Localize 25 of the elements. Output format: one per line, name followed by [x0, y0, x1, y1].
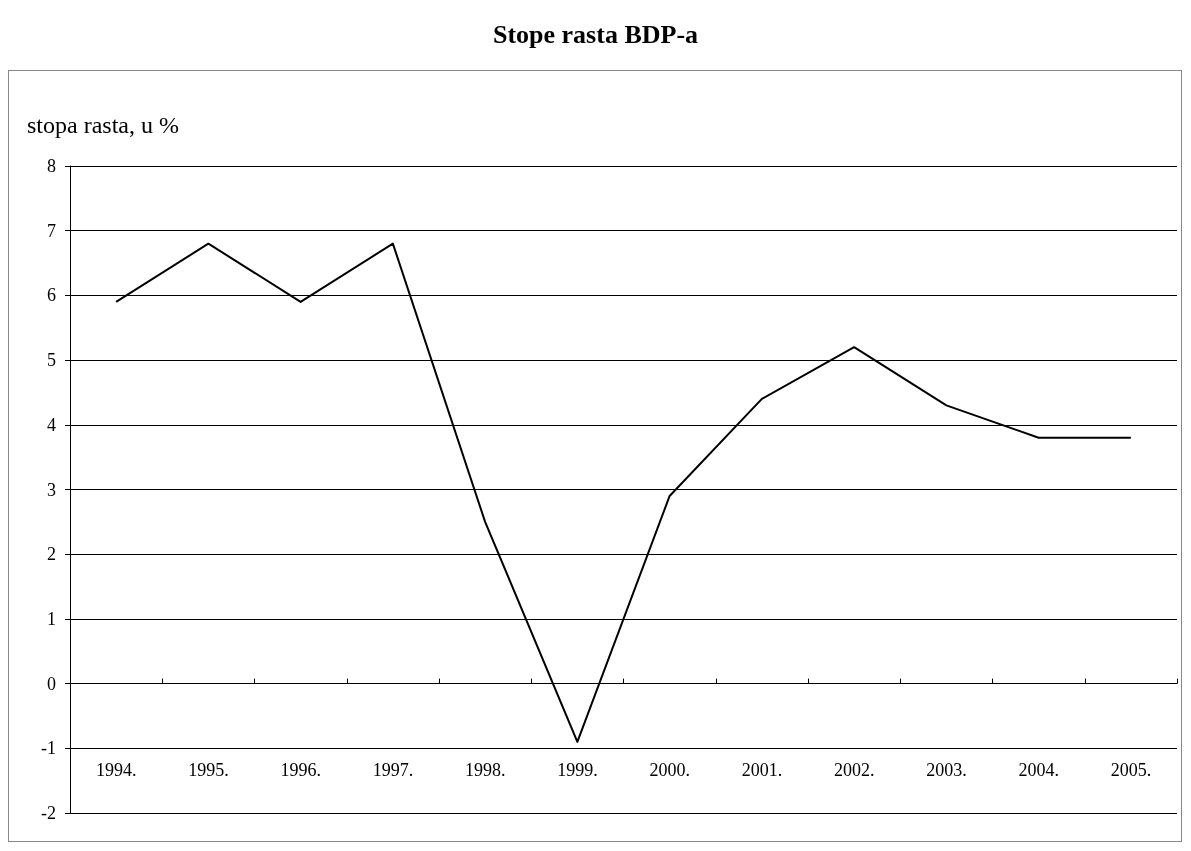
y-tick-label: 2 — [47, 544, 56, 565]
y-axis-title: stopa rasta, u % — [27, 112, 179, 138]
y-tick-label: 8 — [47, 156, 56, 176]
x-tick-label: 1996. — [280, 760, 321, 780]
x-tick-label: 1999. — [557, 760, 598, 780]
y-tick-label: -2 — [41, 803, 56, 823]
y-tick-label: 0 — [47, 673, 56, 694]
y-tick-label: 4 — [47, 414, 56, 435]
y-tick-label: 6 — [47, 285, 56, 306]
x-tick-label: 1995. — [188, 760, 229, 780]
y-tick-label: -1 — [41, 738, 56, 759]
x-tick-label: 1998. — [464, 760, 506, 780]
x-tick-label: 2001. — [741, 760, 783, 780]
x-tick-label: 2000. — [649, 760, 690, 780]
x-tick-label: 2005. — [1110, 760, 1152, 780]
y-tick-label: 1 — [47, 608, 56, 629]
x-tick-label: 1994. — [95, 760, 137, 780]
chart-title: Stope rasta BDP-a — [491, 20, 700, 50]
y-tick-label: 5 — [47, 350, 56, 371]
x-tick-label: 1997. — [372, 760, 414, 780]
x-tick-label: 2004. — [1018, 760, 1059, 780]
x-tick-label: 2003. — [926, 760, 967, 780]
y-tick-label: 3 — [47, 479, 56, 500]
x-tick-label: 2002. — [833, 760, 875, 780]
y-tick-label: 7 — [47, 220, 56, 241]
